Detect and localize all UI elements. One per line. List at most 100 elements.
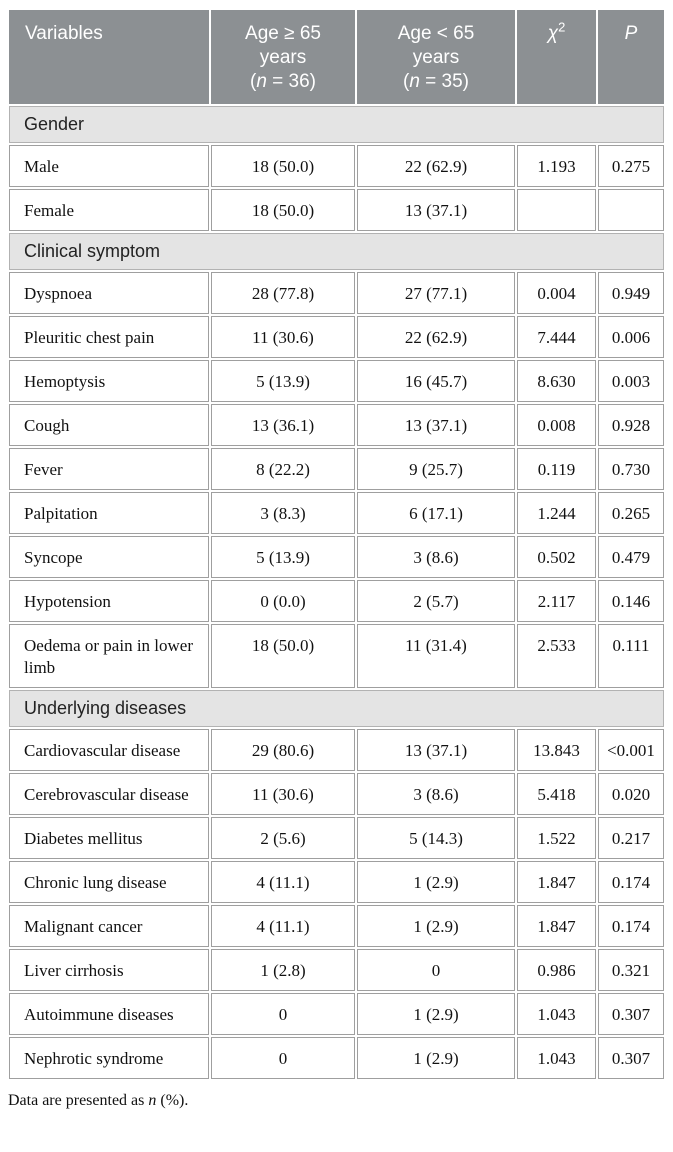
text-run: P	[624, 23, 638, 44]
row-label-cell: Oedema or pain in lower limb	[9, 624, 209, 688]
value-cell: 0.730	[598, 448, 664, 490]
value-cell: 0.928	[598, 404, 664, 446]
row-label-cell: Male	[9, 145, 209, 187]
value-cell: 13 (36.1)	[211, 404, 355, 446]
text-run: = 36)	[266, 71, 317, 92]
value-cell: 1 (2.9)	[357, 993, 515, 1035]
header-row: Variables Age ≥ 65 years (n = 36) Age < 65 ye…	[9, 10, 664, 104]
table-row: Pleuritic chest pain 11 (30.6) 22 (62.9) 7.…	[9, 316, 664, 358]
text-run: Age ≥ 65	[245, 23, 321, 44]
text-run: n	[148, 1092, 157, 1109]
row-label-cell: Cough	[9, 404, 209, 446]
value-cell: 1.244	[517, 492, 596, 534]
text-run: n	[409, 71, 420, 92]
table-row: Hemoptysis 5 (13.9) 16 (45.7) 8.630 0.003	[9, 360, 664, 402]
value-cell: 0.146	[598, 580, 664, 622]
value-cell: 13 (37.1)	[357, 189, 515, 231]
value-cell: 18 (50.0)	[211, 145, 355, 187]
row-label-cell: Malignant cancer	[9, 905, 209, 947]
table-footnote: Data are presented as n (%).	[7, 1092, 666, 1110]
table-row: Palpitation 3 (8.3) 6 (17.1) 1.244 0.265	[9, 492, 664, 534]
table-row: Dyspnoea 28 (77.8) 27 (77.1) 0.004 0.949	[9, 272, 664, 314]
value-cell: 0.119	[517, 448, 596, 490]
row-label-cell: Nephrotic syndrome	[9, 1037, 209, 1079]
value-cell: 11 (30.6)	[211, 773, 355, 815]
table-row: Fever 8 (22.2) 9 (25.7) 0.119 0.730	[9, 448, 664, 490]
value-cell: 0	[357, 949, 515, 991]
row-label-cell: Chronic lung disease	[9, 861, 209, 903]
table-row: Hypotension 0 (0.0) 2 (5.7) 2.117 0.146	[9, 580, 664, 622]
value-cell: 0 (0.0)	[211, 580, 355, 622]
table-row: Male 18 (50.0) 22 (62.9) 1.193 0.275	[9, 145, 664, 187]
text-run: Age < 65	[397, 23, 475, 44]
value-cell: 4 (11.1)	[211, 861, 355, 903]
value-cell: 13.843	[517, 729, 596, 771]
row-label-cell: Syncope	[9, 536, 209, 578]
value-cell: 5 (13.9)	[211, 360, 355, 402]
value-cell: 0.004	[517, 272, 596, 314]
column-header-age-lt-65: Age < 65 years (n = 35)	[357, 10, 515, 104]
value-cell: 0.003	[598, 360, 664, 402]
statistics-table: Variables Age ≥ 65 years (n = 36) Age < 65 ye…	[7, 8, 666, 1081]
section-label: Underlying diseases	[9, 690, 664, 727]
value-cell: 0.502	[517, 536, 596, 578]
column-header-variables: Variables	[9, 10, 209, 104]
value-cell: 16 (45.7)	[357, 360, 515, 402]
value-cell: 28 (77.8)	[211, 272, 355, 314]
value-cell: 0.174	[598, 861, 664, 903]
row-label-cell: Cerebrovascular disease	[9, 773, 209, 815]
value-cell: 1.522	[517, 817, 596, 859]
table-row: Chronic lung disease 4 (11.1) 1 (2.9) 1.847…	[9, 861, 664, 903]
column-header-chi-square: χ2	[517, 10, 596, 104]
table-row: Oedema or pain in lower limb 18 (50.0) 11 …	[9, 624, 664, 688]
value-cell: 1 (2.9)	[357, 861, 515, 903]
value-cell: 0.020	[598, 773, 664, 815]
value-cell: <0.001	[598, 729, 664, 771]
table-row: Autoimmune diseases 0 1 (2.9) 1.043 0.307	[9, 993, 664, 1035]
value-cell: 0.307	[598, 1037, 664, 1079]
value-cell: 13 (37.1)	[357, 404, 515, 446]
value-cell: 1.847	[517, 905, 596, 947]
text-run: years	[259, 47, 307, 68]
value-cell: 0.006	[598, 316, 664, 358]
value-cell: 1.847	[517, 861, 596, 903]
value-cell: 1 (2.9)	[357, 1037, 515, 1079]
value-cell: 0.479	[598, 536, 664, 578]
value-cell: 22 (62.9)	[357, 316, 515, 358]
value-cell: 9 (25.7)	[357, 448, 515, 490]
text-run: (	[402, 71, 410, 92]
value-cell: 2.533	[517, 624, 596, 688]
value-cell	[598, 189, 664, 231]
row-label-cell: Fever	[9, 448, 209, 490]
value-cell: 0.307	[598, 993, 664, 1035]
value-cell: 1 (2.9)	[357, 905, 515, 947]
table-row: Liver cirrhosis 1 (2.8) 0 0.986 0.321	[9, 949, 664, 991]
row-label-cell: Cardiovascular disease	[9, 729, 209, 771]
section-label: Clinical symptom	[9, 233, 664, 270]
value-cell: 1 (2.8)	[211, 949, 355, 991]
value-cell: 18 (50.0)	[211, 624, 355, 688]
section-label: Gender	[9, 106, 664, 143]
value-cell: 13 (37.1)	[357, 729, 515, 771]
row-label-cell: Diabetes mellitus	[9, 817, 209, 859]
value-cell: 27 (77.1)	[357, 272, 515, 314]
value-cell: 29 (80.6)	[211, 729, 355, 771]
table-row: Syncope 5 (13.9) 3 (8.6) 0.502 0.479	[9, 536, 664, 578]
value-cell: 8 (22.2)	[211, 448, 355, 490]
value-cell: 5.418	[517, 773, 596, 815]
table-row: Malignant cancer 4 (11.1) 1 (2.9) 1.847 0.17…	[9, 905, 664, 947]
row-label-cell: Liver cirrhosis	[9, 949, 209, 991]
value-cell: 0.111	[598, 624, 664, 688]
row-label-cell: Dyspnoea	[9, 272, 209, 314]
table-body: Gender Male 18 (50.0) 22 (62.9) 1.193 0.275 Fe…	[9, 106, 664, 1079]
table-row: Cerebrovascular disease 11 (30.6) 3 (8.6) 5…	[9, 773, 664, 815]
value-cell: 0.321	[598, 949, 664, 991]
value-cell: 0.949	[598, 272, 664, 314]
section-row: Gender	[9, 106, 664, 143]
value-cell: 4 (11.1)	[211, 905, 355, 947]
table-row: Cardiovascular disease 29 (80.6) 13 (37.1)…	[9, 729, 664, 771]
column-header-p-value: P	[598, 10, 664, 104]
value-cell: 0.174	[598, 905, 664, 947]
value-cell: 1.043	[517, 1037, 596, 1079]
table-row: Cough 13 (36.1) 13 (37.1) 0.008 0.928	[9, 404, 664, 446]
